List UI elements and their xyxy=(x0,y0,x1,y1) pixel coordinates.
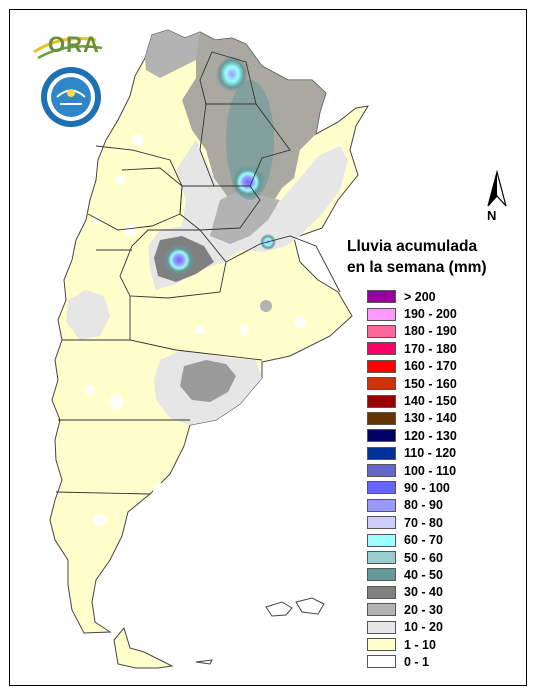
rain-max-cordoba xyxy=(163,244,195,276)
legend-swatch xyxy=(367,429,396,443)
legend: > 200 190 - 200 180 - 190 170 - 180 160 - 17… xyxy=(367,288,457,671)
legend-label: 70 - 80 xyxy=(404,515,443,530)
legend-label: 80 - 90 xyxy=(404,498,443,513)
legend-item: 160 - 170 xyxy=(367,358,457,375)
north-label: N xyxy=(487,208,497,223)
legend-swatch xyxy=(367,620,396,634)
legend-item: 50 - 60 xyxy=(367,549,457,566)
legend-label: 120 - 130 xyxy=(404,428,457,443)
north-arrow-icon xyxy=(482,169,512,226)
legend-item: 190 - 200 xyxy=(367,305,457,322)
legend-swatch xyxy=(367,377,396,391)
rain-max-north xyxy=(216,56,248,92)
legend-label: 180 - 190 xyxy=(404,324,457,339)
ora-logo: ORA xyxy=(32,28,107,60)
legend-label: 160 - 170 xyxy=(404,359,457,374)
legend-swatch xyxy=(367,359,396,373)
legend-item: 100 - 110 xyxy=(367,462,457,479)
legend-swatch xyxy=(367,516,396,530)
legend-item: 80 - 90 xyxy=(367,497,457,514)
legend-item: 120 - 130 xyxy=(367,427,457,444)
legend-swatch xyxy=(367,394,396,408)
legend-item: 110 - 120 xyxy=(367,445,457,462)
legend-item: 30 - 40 xyxy=(367,584,457,601)
legend-label: 10 - 20 xyxy=(404,620,443,635)
legend-label: 140 - 150 xyxy=(404,394,457,409)
svg-text:ORA: ORA xyxy=(48,32,100,57)
legend-label: 40 - 50 xyxy=(404,567,443,582)
legend-item: 90 - 100 xyxy=(367,479,457,496)
legend-swatch xyxy=(367,498,396,512)
rain-zone-20-30-center xyxy=(210,190,280,244)
rain-max-chaco xyxy=(231,165,265,199)
legend-swatch xyxy=(367,481,396,495)
legend-label: 100 - 110 xyxy=(404,463,457,478)
legend-label: 0 - 1 xyxy=(404,654,430,669)
legend-item: 40 - 50 xyxy=(367,566,457,583)
legend-item: 60 - 70 xyxy=(367,531,457,548)
legend-swatch xyxy=(367,585,396,599)
legend-swatch xyxy=(367,446,396,460)
legend-item: 180 - 190 xyxy=(367,323,457,340)
legend-label: 60 - 70 xyxy=(404,533,443,548)
rain-max-buenos-aires xyxy=(260,300,272,312)
legend-label: 150 - 160 xyxy=(404,376,457,391)
malvinas-islands xyxy=(265,597,325,617)
province-boundaries xyxy=(55,51,341,495)
legend-label: 190 - 200 xyxy=(404,307,457,322)
legend-label: 130 - 140 xyxy=(404,411,457,426)
legend-item: 170 - 180 xyxy=(367,340,457,357)
legend-label: 20 - 30 xyxy=(404,602,443,617)
dry-patches xyxy=(85,134,306,526)
legend-item: 130 - 140 xyxy=(367,410,457,427)
legend-swatch xyxy=(367,342,396,356)
legend-label: 170 - 180 xyxy=(404,341,457,356)
legend-label: 50 - 60 xyxy=(404,550,443,565)
legend-swatch xyxy=(367,655,396,669)
legend-swatch xyxy=(367,568,396,582)
legend-item: 140 - 150 xyxy=(367,392,457,409)
legend-swatch xyxy=(367,324,396,338)
legend-item: 150 - 160 xyxy=(367,375,457,392)
legend-label: > 200 xyxy=(404,289,436,304)
legend-title-line1: Lluvia acumulada xyxy=(347,238,478,255)
rain-zone-10-20-sw xyxy=(66,290,110,340)
legend-swatch xyxy=(367,603,396,617)
legend-item: 10 - 20 xyxy=(367,618,457,635)
legend-item: 70 - 80 xyxy=(367,514,457,531)
legend-label: 90 - 100 xyxy=(404,480,450,495)
legend-title: Lluvia acumulada en la semana (mm) xyxy=(347,236,487,278)
legend-item: > 200 xyxy=(367,288,457,305)
rain-zone-30-40-se xyxy=(180,360,236,402)
legend-label: 1 - 10 xyxy=(404,637,436,652)
isla-de-los-estados xyxy=(195,659,213,665)
smn-logo xyxy=(40,66,102,128)
legend-item: 1 - 10 xyxy=(367,636,457,653)
tierra-del-fuego xyxy=(113,626,174,669)
legend-swatch xyxy=(367,307,396,321)
legend-swatch xyxy=(367,290,396,304)
legend-swatch xyxy=(367,638,396,651)
legend-item: 0 - 1 xyxy=(367,653,457,670)
legend-label: 30 - 40 xyxy=(404,585,443,600)
legend-swatch xyxy=(367,551,396,565)
legend-swatch xyxy=(367,411,396,425)
legend-swatch xyxy=(367,464,396,478)
rain-zone-20-30-north xyxy=(145,30,200,78)
legend-title-line2: en la semana (mm) xyxy=(347,259,487,276)
legend-item: 20 - 30 xyxy=(367,601,457,618)
legend-label: 110 - 120 xyxy=(404,446,457,461)
legend-swatch xyxy=(367,533,396,547)
